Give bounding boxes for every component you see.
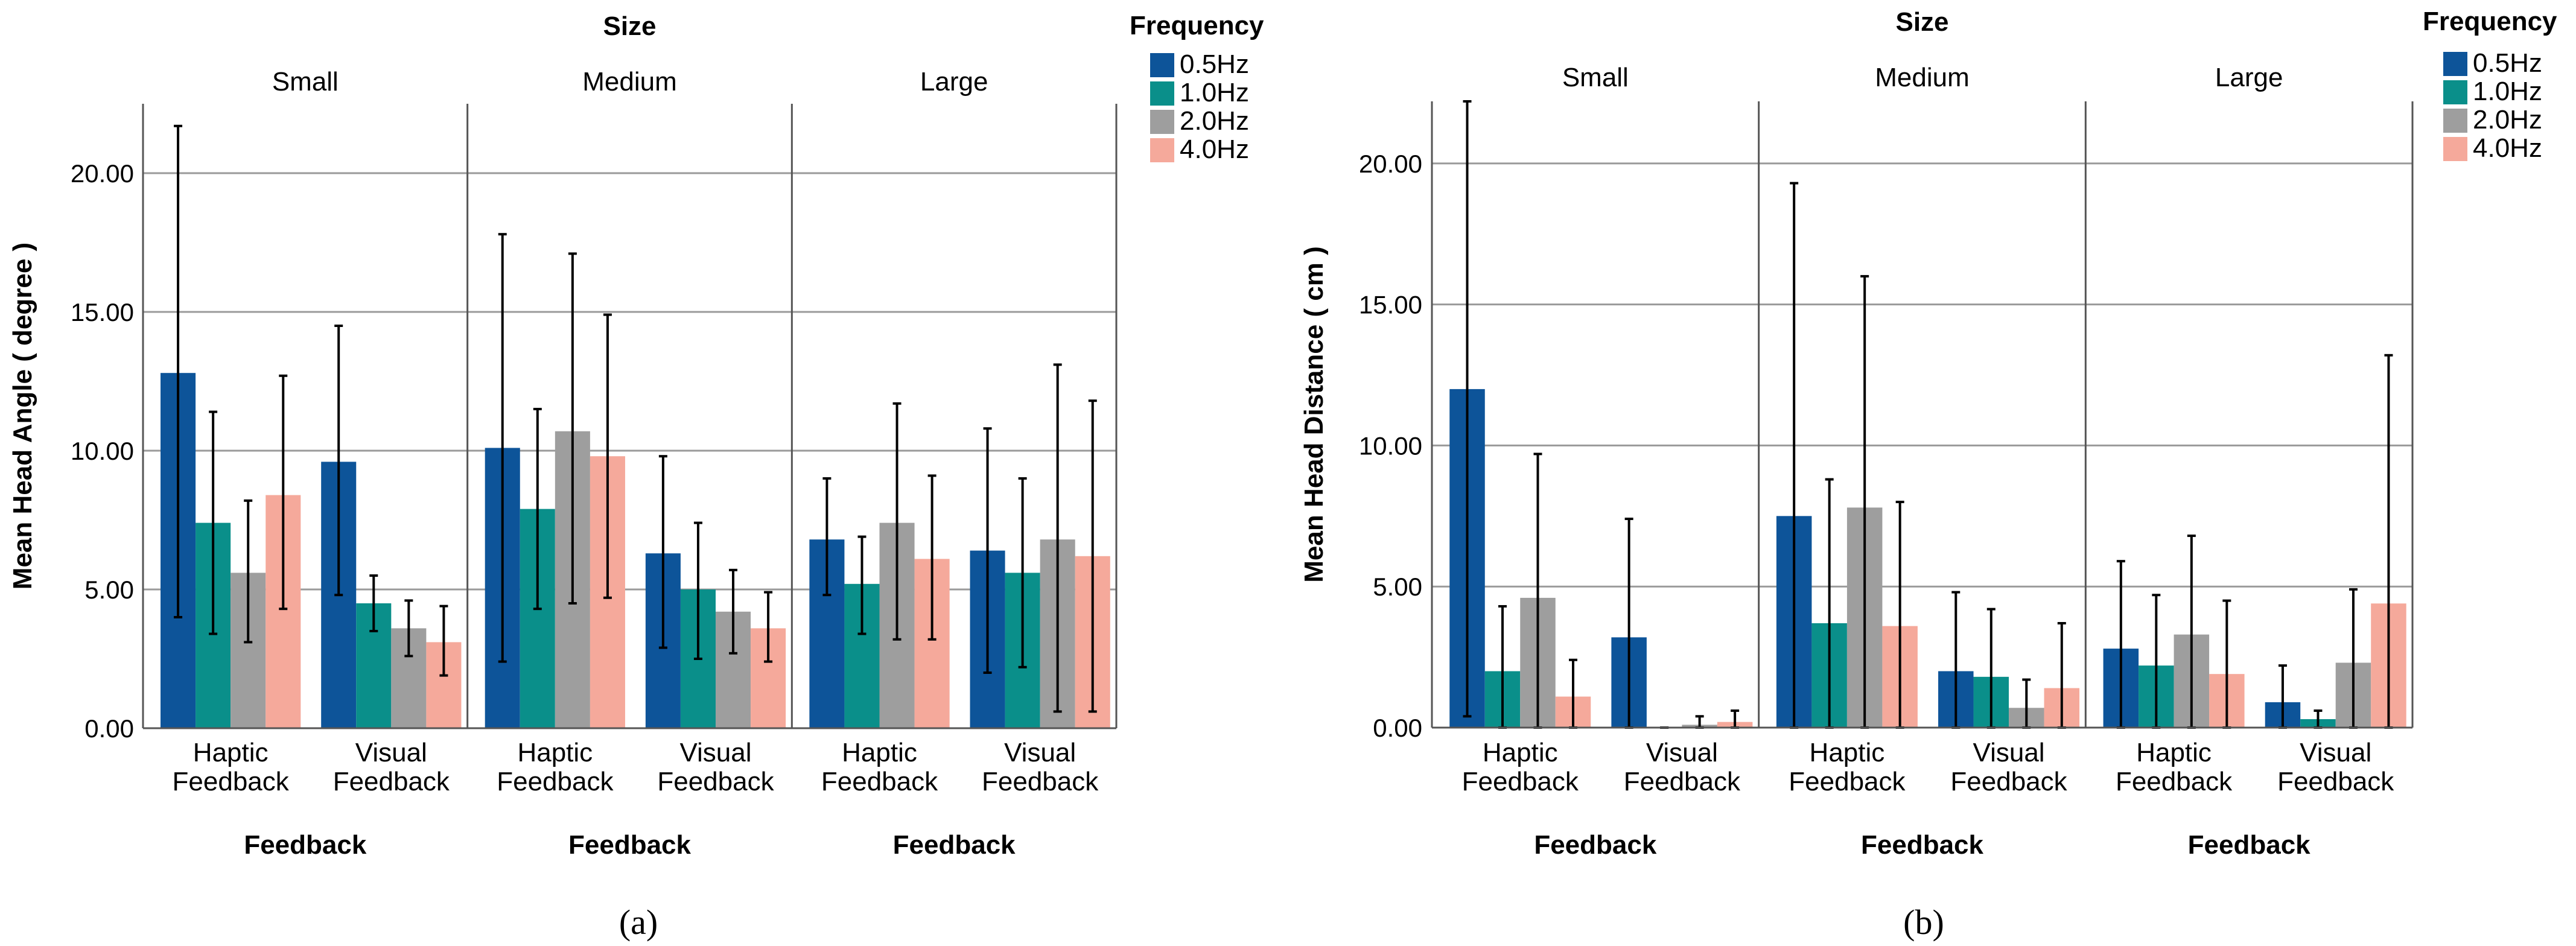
facet-label: Medium (1875, 63, 1970, 92)
legend-swatch (2443, 80, 2467, 104)
x-tick-label: Feedback (2116, 767, 2233, 796)
legend-swatch (2443, 109, 2467, 133)
facet-label: Small (272, 67, 339, 97)
y-axis-label: Mean Head Angle ( degree ) (8, 243, 37, 589)
legend-entry: 0.5Hz (1180, 49, 1249, 79)
x-tick-label: Feedback (657, 767, 774, 796)
legend-swatch (2443, 137, 2467, 161)
facet-label: Small (1562, 63, 1629, 92)
y-tick-label: 5.00 (84, 576, 134, 604)
legend-entry: 2.0Hz (1180, 106, 1249, 136)
x-tick-label: Feedback (2277, 767, 2394, 796)
x-tick-label: Feedback (1624, 767, 1741, 796)
x-tick-label: Feedback (1950, 767, 2067, 796)
legend-swatch (1150, 110, 1174, 134)
y-tick-label: 10.00 (1359, 431, 1422, 460)
x-axis-label: Feedback (1861, 830, 1984, 860)
x-axis-label: Feedback (893, 830, 1016, 860)
x-axis-label: Feedback (1534, 830, 1657, 860)
x-tick-label: Haptic (517, 738, 593, 767)
x-tick-label: Visual (2300, 738, 2371, 767)
facet-label: Large (2215, 63, 2283, 92)
chart-title: Size (1895, 7, 1948, 37)
legend-entry: 4.0Hz (2473, 133, 2542, 163)
x-tick-label: Haptic (842, 738, 917, 767)
y-tick-label: 20.00 (71, 159, 134, 188)
figure-caption: (a) (619, 903, 658, 942)
x-tick-label: Feedback (1462, 767, 1579, 796)
legend-entry: 1.0Hz (2473, 77, 2542, 106)
x-tick-label: Visual (1646, 738, 1718, 767)
legend-title: Frequency (2423, 7, 2557, 36)
legend-swatch (2443, 52, 2467, 76)
legend-swatch (1150, 53, 1174, 77)
facet-label: Large (920, 67, 988, 97)
x-tick-label: Visual (1973, 738, 2045, 767)
x-tick-label: Feedback (821, 767, 938, 796)
x-tick-label: Visual (679, 738, 751, 767)
legend-entry: 2.0Hz (2473, 105, 2542, 135)
legend-title: Frequency (1130, 11, 1264, 40)
chart-b: 0.00 5.00 10.00 15.00 20.00 Mean Head Distanc… (1299, 7, 2557, 942)
y-tick-label: 15.00 (1359, 291, 1422, 319)
x-tick-label: Feedback (497, 767, 614, 796)
legend-swatch (1150, 81, 1174, 106)
x-tick-label: Haptic (1810, 738, 1885, 767)
legend-swatch (1150, 138, 1174, 162)
y-tick-label: 10.00 (71, 437, 134, 465)
x-tick-label: Haptic (193, 738, 269, 767)
x-tick-label: Feedback (333, 767, 450, 796)
facet-label: Medium (582, 67, 677, 97)
y-tick-label: 20.00 (1359, 150, 1422, 178)
legend-entry: 4.0Hz (1180, 135, 1249, 164)
chart-title: Size (603, 11, 656, 41)
y-tick-label: 0.00 (1373, 714, 1422, 742)
x-tick-label: Visual (1004, 738, 1076, 767)
x-axis-label: Feedback (2188, 830, 2311, 860)
x-axis-label: Feedback (568, 830, 692, 860)
y-tick-label: 15.00 (71, 298, 134, 326)
y-tick-label: 0.00 (84, 714, 134, 743)
y-axis-label: Mean Head Distance ( cm ) (1299, 246, 1329, 583)
x-axis-label: Feedback (244, 830, 367, 860)
x-tick-label: Feedback (1789, 767, 1906, 796)
x-tick-label: Feedback (173, 767, 290, 796)
x-tick-label: Visual (355, 738, 427, 767)
x-tick-label: Haptic (2136, 738, 2212, 767)
y-tick-label: 5.00 (1373, 573, 1422, 601)
legend-entry: 0.5Hz (2473, 48, 2542, 78)
chart-a: 0.00 5.00 10.00 15.00 20.00 Mean Head Angle (… (8, 11, 1264, 942)
x-tick-label: Haptic (1483, 738, 1558, 767)
legend-entry: 1.0Hz (1180, 78, 1249, 107)
x-tick-label: Feedback (982, 767, 1099, 796)
figure-caption: (b) (1903, 903, 1944, 942)
